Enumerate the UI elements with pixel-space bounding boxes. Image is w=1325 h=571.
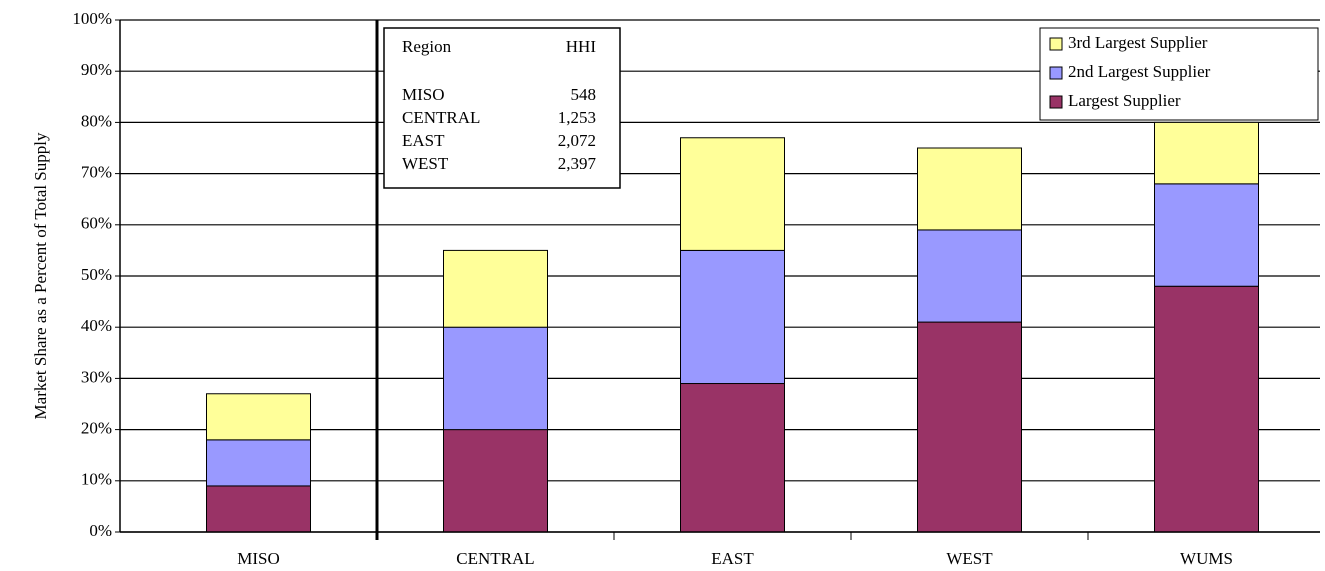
bar-segment (206, 485, 311, 533)
y-tick-label: 100% (72, 9, 112, 28)
x-tick-label: WEST (946, 549, 993, 568)
legend-swatch (1049, 37, 1063, 51)
x-tick-label: WUMS (1180, 549, 1233, 568)
bar-segment (1154, 183, 1259, 287)
inset-header: HHI (566, 37, 597, 56)
bar-segment (1154, 121, 1259, 185)
y-tick-label: 90% (81, 60, 112, 79)
y-tick-label: 80% (81, 111, 112, 130)
inset-cell: EAST (402, 131, 445, 150)
y-tick-label: 40% (81, 316, 112, 335)
inset-cell: 1,253 (558, 108, 596, 127)
y-tick-label: 60% (81, 214, 112, 233)
bar-segment (680, 249, 785, 385)
inset-cell: MISO (402, 85, 445, 104)
bar-segment (443, 326, 548, 431)
inset-cell: WEST (402, 154, 449, 173)
legend-label: 2nd Largest Supplier (1068, 62, 1211, 81)
bar-segment (206, 393, 311, 441)
bar-segment (443, 249, 548, 328)
x-tick-label: MISO (237, 549, 280, 568)
y-tick-label: 10% (81, 470, 112, 489)
legend-box (1039, 27, 1319, 121)
y-tick-label: 0% (89, 521, 112, 540)
bar-segment (443, 429, 548, 533)
inset-cell: 2,397 (558, 154, 597, 173)
bar-segment (206, 439, 311, 487)
inset-cell: 2,072 (558, 131, 596, 150)
inset-header: Region (402, 37, 452, 56)
bar-segment (917, 321, 1022, 533)
legend-label: 3rd Largest Supplier (1068, 33, 1208, 52)
y-tick-label: 20% (81, 419, 112, 438)
bar-segment (680, 137, 785, 251)
y-tick-label: 50% (81, 265, 112, 284)
y-axis-label: Market Share as a Percent of Total Suppl… (31, 132, 50, 419)
inset-cell: 548 (571, 85, 597, 104)
bar-segment (680, 383, 785, 533)
legend-swatch (1049, 66, 1063, 80)
legend-label: Largest Supplier (1068, 91, 1181, 110)
inset-cell: CENTRAL (402, 108, 480, 127)
bar-segment (1154, 285, 1259, 533)
bar-segment (917, 147, 1022, 231)
y-tick-label: 70% (81, 163, 112, 182)
x-tick-label: CENTRAL (456, 549, 534, 568)
legend-swatch (1049, 95, 1063, 109)
inset-box (383, 27, 621, 189)
y-tick-label: 30% (81, 367, 112, 386)
bar-segment (917, 229, 1022, 323)
x-tick-label: EAST (711, 549, 754, 568)
